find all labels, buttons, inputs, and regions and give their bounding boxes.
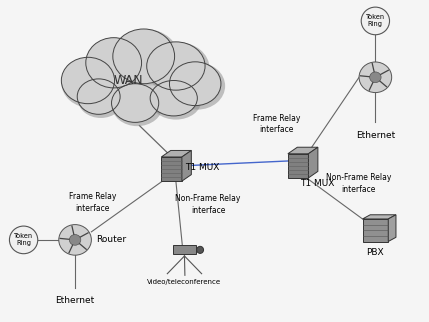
Bar bbox=[288, 154, 308, 178]
Ellipse shape bbox=[77, 79, 120, 114]
Bar bbox=[172, 245, 196, 254]
Bar bbox=[161, 157, 182, 181]
Ellipse shape bbox=[112, 29, 179, 88]
Ellipse shape bbox=[9, 226, 38, 254]
Text: Router: Router bbox=[96, 235, 126, 244]
Text: WAN: WAN bbox=[114, 74, 144, 87]
Ellipse shape bbox=[86, 38, 142, 88]
Ellipse shape bbox=[77, 85, 206, 108]
Ellipse shape bbox=[196, 246, 203, 253]
Ellipse shape bbox=[113, 29, 175, 84]
Ellipse shape bbox=[151, 81, 201, 119]
Bar bbox=[363, 219, 388, 242]
Ellipse shape bbox=[147, 42, 205, 90]
Ellipse shape bbox=[86, 38, 146, 92]
Text: PBX: PBX bbox=[366, 248, 384, 257]
Ellipse shape bbox=[112, 84, 159, 122]
Polygon shape bbox=[182, 150, 191, 181]
Ellipse shape bbox=[78, 80, 124, 118]
Ellipse shape bbox=[59, 225, 91, 255]
Ellipse shape bbox=[112, 84, 163, 126]
Text: Ethernet: Ethernet bbox=[55, 296, 95, 305]
Text: Frame Relay
interface: Frame Relay interface bbox=[69, 193, 116, 213]
Ellipse shape bbox=[169, 62, 225, 109]
Polygon shape bbox=[308, 147, 318, 178]
Ellipse shape bbox=[61, 57, 115, 104]
Text: Token
Ring: Token Ring bbox=[14, 233, 33, 246]
Text: T1 MUX: T1 MUX bbox=[300, 179, 335, 188]
Text: Non-Frame Relay
interface: Non-Frame Relay interface bbox=[326, 173, 391, 194]
Polygon shape bbox=[161, 150, 191, 157]
Ellipse shape bbox=[150, 80, 197, 116]
Text: Frame Relay
interface: Frame Relay interface bbox=[253, 114, 300, 134]
Text: T1 MUX: T1 MUX bbox=[185, 163, 220, 172]
Ellipse shape bbox=[370, 72, 381, 83]
Ellipse shape bbox=[361, 7, 390, 35]
Text: Token
Ring: Token Ring bbox=[366, 14, 385, 27]
Ellipse shape bbox=[169, 62, 221, 106]
Text: Video/teleconference: Video/teleconference bbox=[148, 279, 221, 285]
Polygon shape bbox=[388, 215, 396, 242]
Text: Ethernet: Ethernet bbox=[356, 131, 395, 140]
Text: Non-Frame Relay
interface: Non-Frame Relay interface bbox=[175, 194, 241, 215]
Ellipse shape bbox=[69, 234, 81, 245]
Ellipse shape bbox=[61, 58, 119, 108]
Polygon shape bbox=[363, 215, 396, 219]
Polygon shape bbox=[288, 147, 318, 154]
Ellipse shape bbox=[147, 42, 209, 94]
Ellipse shape bbox=[359, 62, 392, 93]
